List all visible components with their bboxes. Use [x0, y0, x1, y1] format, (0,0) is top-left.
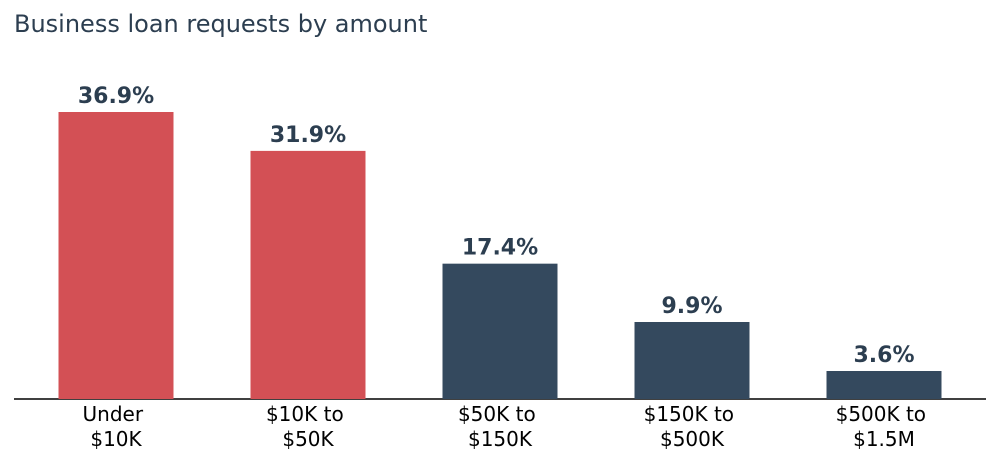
bar — [826, 371, 942, 399]
x-tick-line: $50K — [282, 427, 334, 451]
x-tick-label: $150K to $500K — [644, 402, 741, 451]
value-label: 3.6% — [853, 343, 914, 368]
value-label: 31.9% — [270, 123, 346, 148]
value-label: 36.9% — [78, 84, 154, 109]
bar — [634, 322, 750, 399]
x-tick-line: $150K to — [644, 402, 741, 426]
chart-title: Business loan requests by amount — [14, 10, 427, 38]
bar — [442, 263, 558, 399]
value-label: 9.9% — [661, 294, 722, 319]
x-tick-label: $50K to $150K — [458, 402, 542, 451]
bar — [250, 150, 366, 399]
x-tick-label: $500K to $1.5M — [836, 402, 933, 451]
x-tick-line: $50K to — [458, 402, 542, 426]
x-tick-line: $10K — [90, 427, 142, 451]
x-tick-line: Under — [83, 402, 150, 426]
x-tick-label: Under $10K — [83, 402, 150, 451]
value-label: 17.4% — [462, 236, 538, 261]
x-tick-line: $150K — [468, 427, 533, 451]
x-tick-line: $1.5M — [853, 427, 915, 451]
x-tick-line: $500K — [660, 427, 725, 451]
x-tick-label: $10K to $50K — [266, 402, 350, 451]
bar — [58, 112, 174, 399]
x-tick-line: $500K to — [836, 402, 933, 426]
x-tick-line: $10K to — [266, 402, 350, 426]
